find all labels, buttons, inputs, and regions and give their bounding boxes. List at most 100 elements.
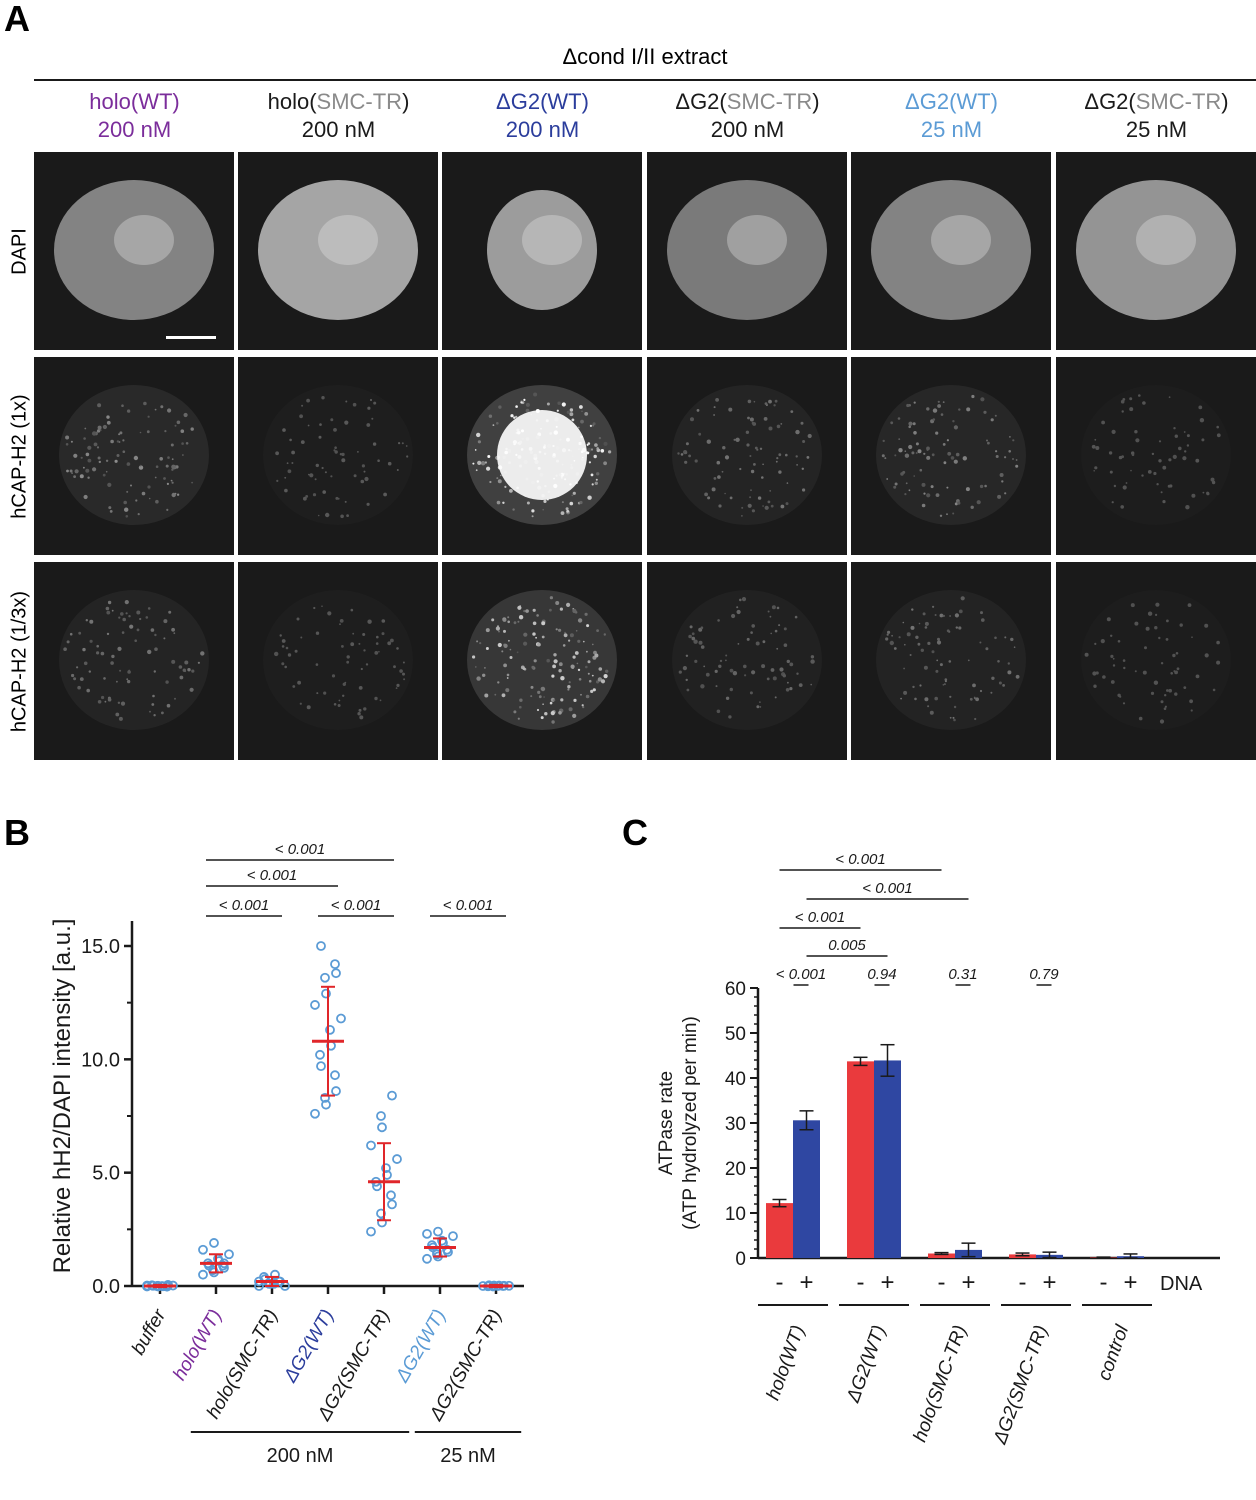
signal-speck	[910, 625, 915, 630]
column-construct: ΔG2(WT)	[440, 88, 645, 116]
signal-speck	[360, 667, 363, 671]
micrograph-r2-c4	[647, 357, 847, 555]
signal-speck	[118, 716, 123, 721]
signal-speck	[995, 450, 998, 453]
signal-speck	[287, 469, 292, 474]
dna-plus-label: +	[799, 1269, 813, 1296]
signal-speck	[908, 444, 913, 450]
signal-speck	[171, 481, 174, 484]
signal-speck	[100, 651, 105, 656]
signal-speck	[759, 706, 762, 708]
signal-speck	[1206, 491, 1210, 495]
signal-speck	[125, 515, 129, 518]
signal-speck	[517, 717, 520, 720]
signal-speck	[755, 641, 760, 646]
signal-speck	[344, 420, 349, 425]
signal-speck	[174, 697, 176, 700]
signal-speck	[787, 681, 789, 684]
signal-speck	[703, 665, 706, 668]
signal-speck	[957, 501, 961, 505]
signal-speck	[543, 696, 545, 698]
signal-speck	[85, 619, 88, 622]
column-title-5: ΔG2(WT) 25 nM	[849, 88, 1054, 144]
signal-speck	[509, 489, 513, 493]
signal-speck	[991, 676, 995, 680]
row-title-hcap-1x: hCAP-H2 (1x)	[8, 394, 31, 519]
signal-speck	[584, 412, 589, 416]
y-axis-label-line1: ATPase rate	[656, 1071, 677, 1175]
signal-haze	[876, 590, 1026, 730]
signal-speck	[1094, 642, 1097, 645]
signal-speck	[114, 459, 118, 463]
signal-speck	[939, 613, 944, 618]
signal-speck	[321, 466, 324, 470]
data-point	[377, 1122, 387, 1133]
signal-speck	[1008, 450, 1011, 453]
signal-speck	[318, 435, 322, 439]
signal-speck	[123, 500, 127, 505]
signal-speck	[1172, 454, 1177, 459]
signal-speck	[587, 660, 591, 664]
signal-speck	[1166, 619, 1169, 623]
signal-speck	[1174, 692, 1178, 696]
signal-speck	[728, 715, 732, 719]
signal-speck	[88, 670, 91, 673]
column-title-1: holo(WT) 200 nM	[32, 88, 237, 144]
comparison-p-value: < 0.001	[247, 867, 297, 884]
signal-speck	[953, 459, 958, 464]
signal-speck	[579, 405, 583, 409]
signal-speck	[1130, 603, 1135, 608]
signal-speck	[69, 469, 73, 473]
signal-speck	[1166, 689, 1169, 692]
signal-speck	[915, 452, 918, 454]
signal-speck	[923, 665, 928, 670]
data-point	[376, 1111, 386, 1121]
signal-speck	[1134, 430, 1138, 434]
signal-speck	[688, 454, 691, 458]
signal-speck	[155, 499, 159, 504]
signal-speck	[906, 403, 910, 408]
signal-speck	[485, 628, 490, 633]
signal-speck	[751, 421, 755, 425]
comparison-p-value: < 0.001	[275, 841, 325, 858]
signal-speck	[402, 672, 405, 676]
signal-speck	[544, 712, 548, 716]
data-point	[422, 1228, 432, 1239]
signal-speck	[173, 632, 176, 635]
signal-speck	[585, 694, 590, 699]
signal-speck	[598, 667, 603, 671]
signal-speck	[937, 404, 941, 408]
signal-speck	[154, 476, 157, 479]
signal-speck	[902, 621, 905, 624]
y-tick-label: 5.0	[92, 1163, 120, 1185]
signal-speck	[998, 681, 1002, 685]
signal-speck	[786, 482, 789, 484]
data-point	[381, 1163, 391, 1174]
signal-speck	[181, 442, 184, 445]
signal-speck	[1002, 684, 1005, 687]
signal-speck	[1015, 464, 1019, 468]
signal-speck	[1147, 470, 1152, 474]
signal-speck	[974, 717, 977, 721]
signal-speck	[487, 455, 491, 458]
signal-speck	[523, 609, 526, 613]
data-point	[265, 1278, 275, 1289]
signal-speck	[324, 471, 327, 474]
signal-speck	[931, 453, 935, 457]
signal-speck	[153, 670, 156, 673]
signal-speck	[182, 454, 184, 456]
signal-speck	[731, 613, 736, 619]
signal-speck	[1135, 438, 1140, 443]
signal-speck	[1178, 446, 1182, 451]
signal-speck	[995, 455, 999, 458]
signal-speck	[1168, 458, 1172, 462]
signal-speck	[981, 618, 985, 622]
signal-speck	[1144, 646, 1147, 650]
signal-speck	[77, 685, 81, 690]
signal-speck	[894, 454, 897, 457]
signal-speck	[767, 610, 770, 613]
signal-speck	[376, 635, 379, 639]
signal-speck	[1147, 611, 1153, 616]
data-point	[366, 1140, 376, 1151]
signal-speck	[898, 438, 901, 440]
